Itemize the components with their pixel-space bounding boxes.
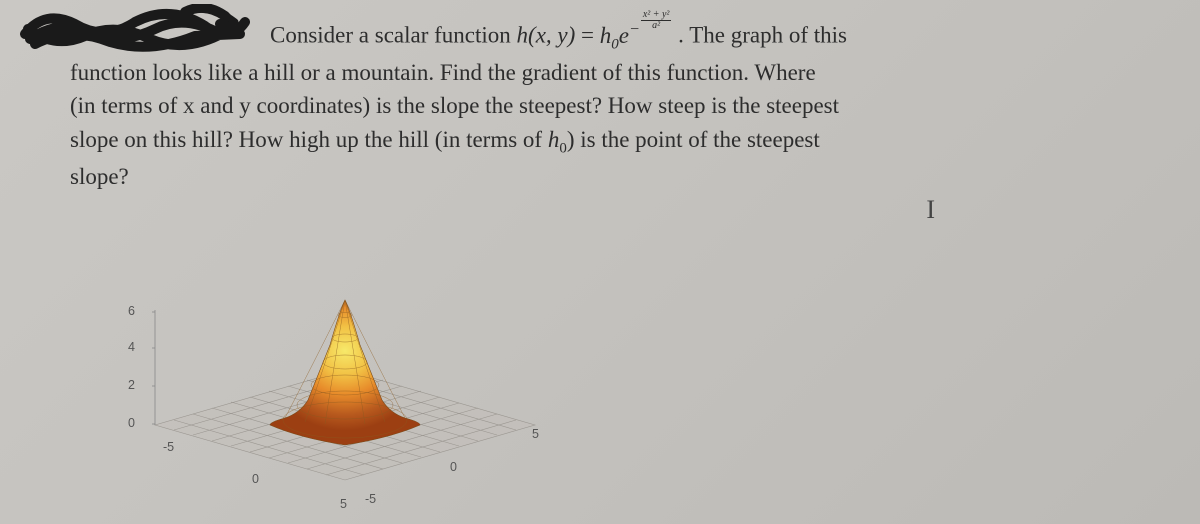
- x-tick-5: 5: [340, 497, 347, 511]
- z-tick-0: 0: [128, 416, 135, 430]
- surface-plot: 6 4 2 0 -5 0 5 -5 0 5: [130, 250, 560, 510]
- z-tick-6: 6: [128, 304, 135, 318]
- y-tick-n5: -5: [365, 492, 376, 506]
- x-tick-0: 0: [252, 472, 259, 486]
- text-line-2: function looks like a hill or a mountain…: [70, 56, 1120, 89]
- surface-plot-svg: [130, 250, 560, 510]
- formula-rhs: h0e−x² + y²a²: [600, 23, 678, 48]
- text-lead: Consider a scalar function: [270, 23, 517, 48]
- text-line-3: (in terms of x and y coordinates) is the…: [70, 89, 1120, 122]
- x-tick-n5: -5: [163, 440, 174, 454]
- y-tick-0: 0: [450, 460, 457, 474]
- plot-z-axis: [152, 310, 155, 425]
- text-line-5: slope?: [70, 160, 1120, 193]
- formula-lhs: h(x, y): [517, 23, 576, 48]
- y-tick-5: 5: [532, 427, 539, 441]
- problem-statement: Consider a scalar function h(x, y) = h0e…: [70, 10, 1120, 193]
- text-cursor-icon: I: [926, 195, 935, 225]
- plot-hill: [270, 300, 420, 445]
- text-line-4: slope on this hill? How high up the hill…: [70, 123, 1120, 160]
- z-tick-2: 2: [128, 378, 135, 392]
- z-tick-4: 4: [128, 340, 135, 354]
